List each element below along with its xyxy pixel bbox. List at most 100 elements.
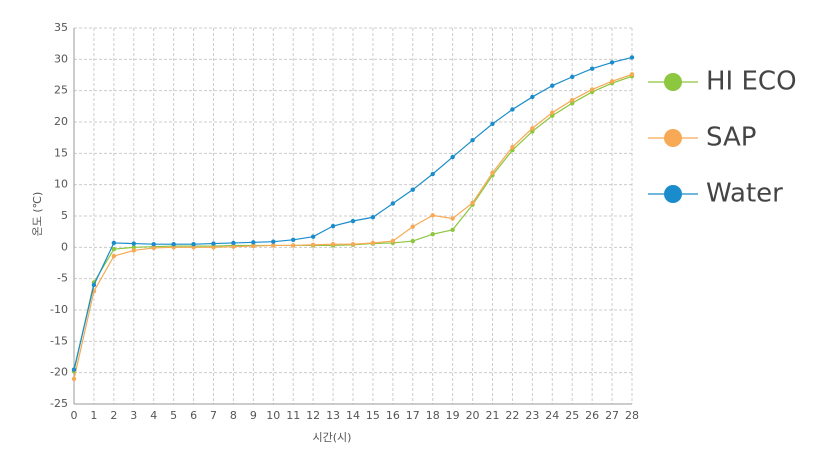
data-point: [530, 94, 535, 100]
legend-marker: [664, 129, 682, 147]
data-point: [570, 97, 575, 103]
x-tick-label: 6: [190, 409, 197, 422]
data-point: [629, 55, 635, 60]
data-point: [629, 72, 635, 77]
data-point: [131, 245, 136, 250]
data-point: [550, 83, 555, 88]
y-tick-label: 15: [54, 146, 68, 159]
data-point: [71, 367, 77, 372]
x-tick-label: 17: [406, 409, 420, 422]
data-point: [211, 241, 216, 246]
data-point: [410, 224, 415, 229]
data-point: [609, 79, 615, 84]
x-tick-label: 28: [625, 409, 639, 422]
data-point: [231, 240, 236, 246]
data-point: [450, 154, 455, 160]
data-point: [211, 245, 216, 250]
x-tick-label: 24: [545, 409, 559, 422]
x-tick-label: 20: [466, 409, 480, 422]
x-tick-label: 23: [525, 409, 539, 422]
data-point: [111, 240, 117, 246]
data-point: [291, 243, 296, 248]
x-tick-label: 3: [130, 409, 137, 422]
data-point: [151, 242, 156, 247]
data-point: [589, 66, 595, 71]
data-point: [370, 240, 376, 246]
data-point: [171, 245, 176, 250]
legend-marker: [664, 185, 682, 203]
data-point: [291, 237, 296, 243]
data-point: [310, 242, 316, 248]
y-tick-label: 35: [54, 21, 68, 34]
x-tick-label: 10: [266, 409, 280, 422]
x-tick-label: 2: [110, 409, 117, 422]
x-tick-label: 21: [486, 409, 500, 422]
data-point: [430, 213, 435, 218]
data-point: [370, 215, 376, 220]
data-point: [510, 144, 515, 150]
data-point: [111, 253, 117, 259]
data-point: [131, 248, 136, 253]
data-point: [430, 171, 435, 177]
x-tick-label: 4: [150, 409, 157, 422]
data-point: [570, 101, 575, 106]
data-point: [271, 239, 276, 244]
data-point: [350, 218, 356, 224]
data-point: [191, 245, 196, 250]
data-point: [430, 231, 435, 237]
y-tick-label: 30: [54, 52, 68, 65]
data-point: [231, 244, 236, 249]
x-tick-label: 5: [170, 409, 177, 422]
data-point: [550, 113, 555, 118]
x-tick-label: 18: [426, 409, 440, 422]
data-point: [171, 242, 176, 247]
y-tick-label: 20: [54, 115, 68, 128]
data-point: [71, 376, 77, 382]
x-axis-label: 시간(시): [313, 431, 352, 444]
data-point: [589, 87, 595, 92]
y-axis-label: 온도 (℃): [31, 192, 44, 237]
data-point: [330, 242, 336, 247]
data-point: [310, 234, 316, 239]
x-tick-label: 25: [565, 409, 579, 422]
data-point: [450, 227, 455, 232]
x-tick-label: 1: [90, 409, 97, 422]
data-point: [350, 242, 356, 247]
x-tick-label: 8: [230, 409, 237, 422]
data-point: [131, 241, 136, 246]
x-tick-label: 16: [386, 409, 400, 422]
data-point: [111, 247, 117, 252]
data-point: [251, 240, 256, 245]
data-point: [251, 243, 256, 249]
data-point: [490, 121, 495, 127]
x-tick-label: 15: [366, 409, 380, 422]
data-point: [609, 60, 615, 65]
data-point: [390, 201, 396, 206]
x-tick-label: 19: [446, 409, 460, 422]
y-tick-label: 0: [61, 240, 68, 253]
data-point: [91, 282, 97, 288]
x-tick-label: 27: [605, 409, 619, 422]
y-tick-label: 10: [54, 178, 68, 191]
legend-text: SAP: [706, 123, 756, 153]
data-point: [490, 170, 495, 175]
legend-marker: [664, 73, 682, 91]
y-tick-label: 25: [54, 84, 68, 97]
data-point: [151, 245, 156, 251]
data-point: [570, 74, 575, 80]
x-tick-label: 0: [71, 409, 78, 422]
data-point: [191, 242, 196, 247]
data-point: [410, 238, 415, 244]
x-tick-label: 26: [585, 409, 599, 422]
y-tick-label: 5: [61, 209, 68, 222]
x-tick-label: 12: [306, 409, 320, 422]
data-point: [330, 223, 336, 229]
x-tick-label: 13: [326, 409, 340, 422]
x-tick-label: 9: [250, 409, 257, 422]
data-point: [530, 129, 535, 134]
data-point: [410, 187, 415, 192]
y-tick-label: -20: [50, 366, 68, 379]
data-point: [470, 137, 475, 143]
data-point: [450, 216, 455, 221]
y-tick-label: -10: [50, 303, 68, 316]
